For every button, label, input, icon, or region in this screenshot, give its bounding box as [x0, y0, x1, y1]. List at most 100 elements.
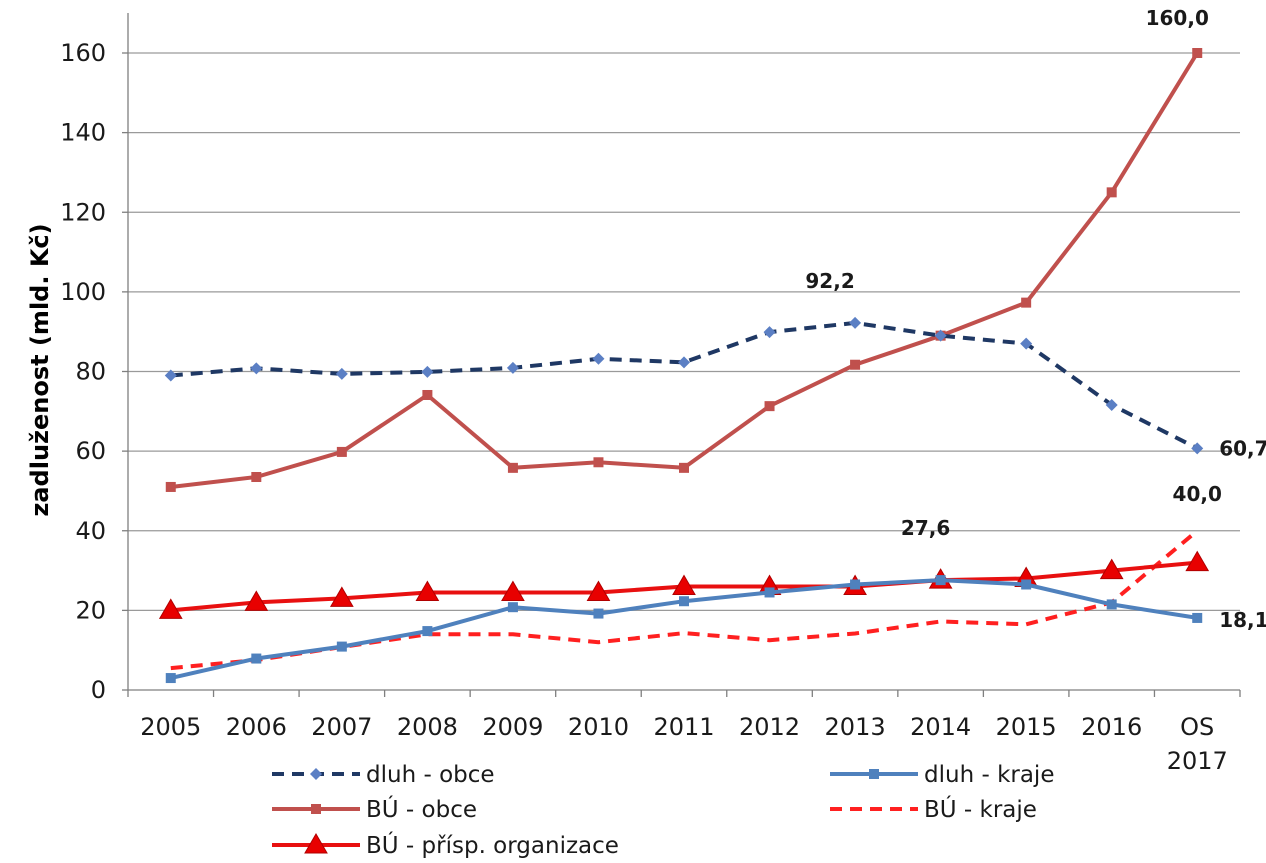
- marker-triangle: [1185, 550, 1210, 572]
- legend-item: BÚ - obce: [272, 795, 477, 823]
- marker-diamond: [1105, 398, 1118, 411]
- marker-diamond: [250, 362, 263, 375]
- y-tick-label: 100: [60, 278, 106, 306]
- series-1: [165, 575, 1203, 684]
- marker-square: [1021, 579, 1032, 590]
- marker-square: [850, 579, 861, 590]
- marker-square: [764, 587, 775, 598]
- data-label: 160,0: [1146, 6, 1209, 30]
- x-axis: 2005 2006 2007 2008 2009 2010 2011 2012 2013 2014…: [127, 689, 1241, 775]
- x-tick-label: 2014: [910, 713, 971, 741]
- x-tick-label: 2007: [311, 713, 372, 741]
- marker-square: [251, 472, 262, 483]
- y-tick-label: 60: [75, 437, 106, 465]
- marker-square: [764, 401, 775, 412]
- marker-diamond: [506, 361, 519, 374]
- x-tick-label: 2005: [140, 713, 201, 741]
- marker-square: [1192, 48, 1203, 58]
- marker-square: [935, 575, 946, 586]
- gridlines: [128, 52, 1240, 612]
- marker-diamond: [592, 352, 605, 365]
- marker-square: [336, 641, 347, 652]
- y-axis-title: zadluženost (mld. Kč): [26, 223, 54, 516]
- y-tick-label: 140: [60, 119, 106, 147]
- marker-diamond: [164, 369, 177, 382]
- x-tick-label: 2009: [482, 713, 543, 741]
- legend-label: BÚ - přísp. organizace: [366, 831, 619, 859]
- marker-square: [165, 673, 176, 684]
- y-tick-label: 20: [75, 596, 106, 624]
- marker-diamond: [1191, 442, 1204, 455]
- marker-square: [507, 462, 518, 473]
- marker-square: [336, 446, 347, 457]
- legend: dluh - obce dluh - kraje BÚ - obce BÚ - kra…: [272, 762, 1054, 859]
- data-labels: 160,0 92,2 60,7 40,0 27,6 18,1: [805, 6, 1266, 632]
- legend-item: BÚ - kraje: [830, 795, 1037, 823]
- y-tick-label: 40: [75, 517, 106, 545]
- marker-triangle: [586, 580, 611, 601]
- y-tick-label: 80: [75, 358, 106, 386]
- data-label: 40,0: [1173, 482, 1222, 506]
- x-tick-label: 2010: [568, 713, 629, 741]
- marker-triangle: [1099, 558, 1124, 580]
- data-label: 27,6: [901, 516, 950, 540]
- x-tick-label: 2017: [1167, 747, 1228, 775]
- legend-item: dluh - obce: [272, 762, 495, 788]
- marker-diamond: [1020, 337, 1033, 350]
- y-tick-label: 120: [60, 198, 106, 226]
- y-tick-label: 0: [91, 676, 106, 704]
- legend-item: dluh - kraje: [830, 762, 1054, 788]
- marker-diamond: [763, 326, 776, 339]
- marker-square: [422, 389, 433, 400]
- marker-square: [1021, 297, 1032, 308]
- marker-square: [679, 596, 689, 607]
- marker-square: [422, 626, 433, 637]
- series-lines: [158, 48, 1210, 684]
- x-tick-label: 2013: [825, 713, 886, 741]
- data-label: 92,2: [805, 269, 854, 293]
- marker-square: [251, 653, 262, 664]
- marker-square: [679, 462, 689, 473]
- legend-label: dluh - kraje: [924, 762, 1054, 788]
- marker-square: [1106, 187, 1117, 198]
- legend-item: BÚ - přísp. organizace: [272, 831, 619, 859]
- y-tick-label: 160: [60, 39, 106, 67]
- marker-diamond: [678, 356, 690, 369]
- marker-diamond: [310, 768, 322, 780]
- data-label: 60,7: [1219, 436, 1266, 460]
- series-0: [164, 316, 1204, 455]
- marker-triangle: [304, 833, 328, 854]
- x-tick-label: 2016: [1081, 713, 1142, 741]
- legend-label: dluh - obce: [366, 762, 495, 788]
- series-line: [170, 51, 1199, 489]
- marker-triangle: [501, 580, 525, 601]
- marker-square: [593, 457, 604, 468]
- marker-square: [869, 769, 879, 779]
- x-tick-label: 2015: [996, 713, 1057, 741]
- marker-square: [311, 804, 321, 814]
- marker-square: [507, 602, 518, 613]
- marker-triangle: [158, 598, 183, 619]
- marker-triangle: [244, 590, 269, 611]
- legend-label: BÚ - obce: [366, 795, 477, 823]
- marker-diamond: [421, 365, 434, 378]
- data-label: 18,1: [1219, 608, 1266, 632]
- marker-triangle: [415, 580, 440, 601]
- marker-square: [165, 481, 176, 492]
- marker-diamond: [335, 367, 348, 380]
- marker-diamond: [934, 329, 947, 342]
- x-tick-label: 2011: [653, 713, 714, 741]
- x-tick-label: 2008: [397, 713, 458, 741]
- marker-triangle: [672, 574, 696, 595]
- y-axis: 0 20 40 60 80 100 120 140 160: [60, 13, 129, 704]
- x-tick-label: OS: [1180, 713, 1214, 741]
- legend-label: BÚ - kraje: [924, 795, 1037, 823]
- marker-diamond: [849, 316, 862, 329]
- x-tick-label: 2006: [226, 713, 287, 741]
- series-line: [170, 320, 1199, 451]
- series-4: [158, 550, 1210, 619]
- series-2: [165, 48, 1203, 492]
- marker-square: [1106, 599, 1117, 610]
- marker-triangle: [329, 586, 354, 607]
